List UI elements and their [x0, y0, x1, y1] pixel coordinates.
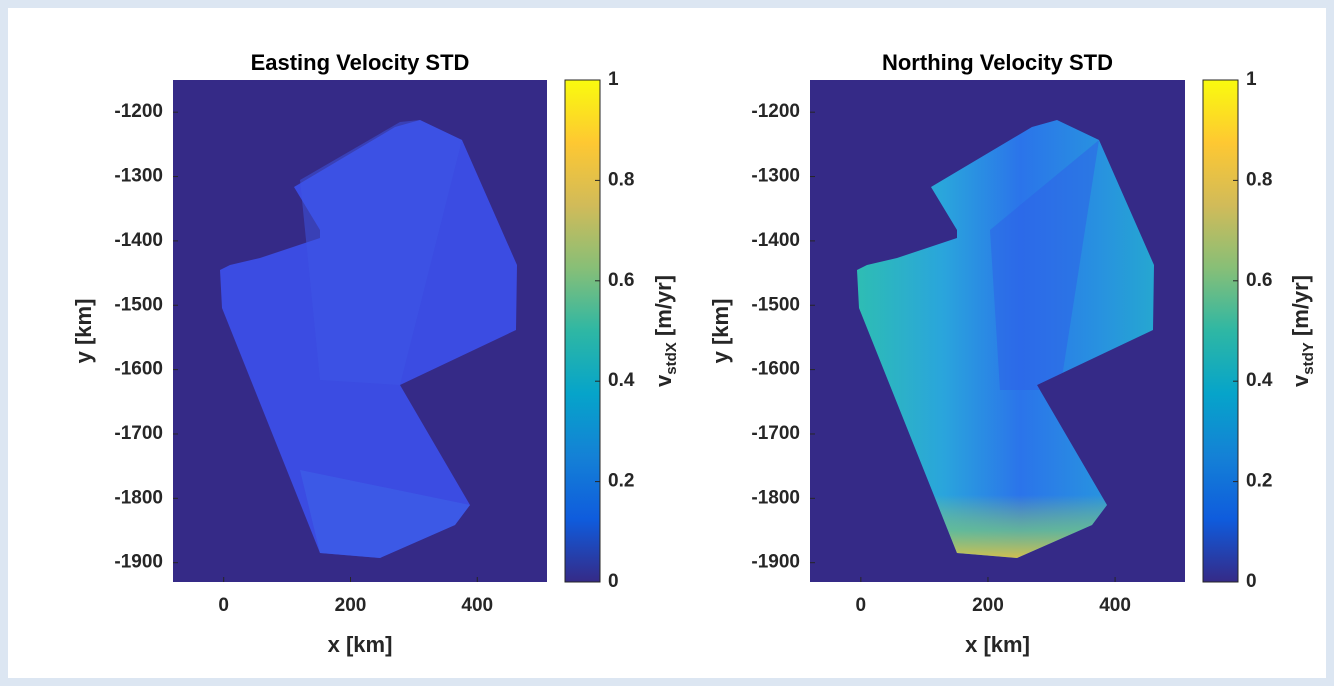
colorbar-label-symbol: v	[651, 374, 676, 387]
colorbar-tick-label: 0.4	[608, 370, 635, 391]
colorbar-tick-label: 0.2	[608, 471, 634, 492]
y-tick-label: -1900	[114, 552, 163, 573]
y-tick-label: -1200	[751, 101, 800, 122]
x-tick-label: 0	[856, 595, 867, 616]
x-axis-label: x [km]	[965, 632, 1030, 657]
coverage-swath	[990, 140, 1099, 390]
colorbar-label-unit: [m/yr]	[651, 275, 676, 336]
colorbar-label-subscript: stdY	[1300, 342, 1317, 375]
coverage-swath	[300, 120, 462, 385]
y-tick-label: -1400	[751, 230, 800, 251]
colorbar-label-symbol: v	[1288, 374, 1313, 387]
colorbar-label-subscript: stdX	[663, 342, 680, 375]
colorbar-tick-label: 1	[608, 69, 619, 90]
y-tick-label: -1500	[751, 294, 800, 315]
colorbar-tick-label: 0.4	[1246, 370, 1273, 391]
chart-title: Easting Velocity STD	[251, 50, 470, 75]
y-tick-label: -1300	[751, 166, 800, 187]
colorbar-label: vstdY [m/yr]	[1288, 275, 1317, 387]
colorbar-tick-label: 0.8	[1246, 169, 1272, 190]
colorbar	[564, 79, 601, 583]
colorbar-tick-label: 0.2	[1246, 471, 1272, 492]
y-tick-label: -1800	[114, 487, 163, 508]
colorbar-tick-label: 0.6	[608, 270, 634, 291]
colorbar-label: vstdX [m/yr]	[651, 275, 680, 387]
colorbar-tick-label: 0	[1246, 571, 1257, 592]
x-tick-label: 200	[335, 595, 367, 616]
y-tick-label: -1500	[114, 294, 163, 315]
x-axis-label: x [km]	[328, 632, 393, 657]
chart-title: Northing Velocity STD	[882, 50, 1113, 75]
y-tick-label: -1800	[751, 487, 800, 508]
x-tick-label: 0	[218, 595, 229, 616]
y-tick-label: -1700	[114, 423, 163, 444]
y-tick-label: -1300	[114, 166, 163, 187]
x-tick-label: 400	[1099, 595, 1131, 616]
y-tick-label: -1600	[751, 359, 800, 380]
y-axis-label: y [km]	[71, 299, 96, 364]
colorbar-tick-label: 0.6	[1246, 270, 1272, 291]
colorbar	[1202, 79, 1239, 583]
colorbar-tick-label: 0.8	[608, 169, 634, 190]
y-tick-label: -1200	[114, 101, 163, 122]
colorbar-label-unit: [m/yr]	[1288, 275, 1313, 336]
colorbar-tick-label: 0	[608, 571, 619, 592]
coverage-swath	[300, 470, 470, 558]
x-tick-label: 200	[972, 595, 1004, 616]
y-tick-label: -1400	[114, 230, 163, 251]
colorbar-tick-label: 1	[1246, 69, 1257, 90]
y-axis-label: y [km]	[708, 299, 733, 364]
y-tick-label: -1900	[751, 552, 800, 573]
y-tick-label: -1600	[114, 359, 163, 380]
x-tick-label: 400	[461, 595, 493, 616]
y-tick-label: -1700	[751, 423, 800, 444]
